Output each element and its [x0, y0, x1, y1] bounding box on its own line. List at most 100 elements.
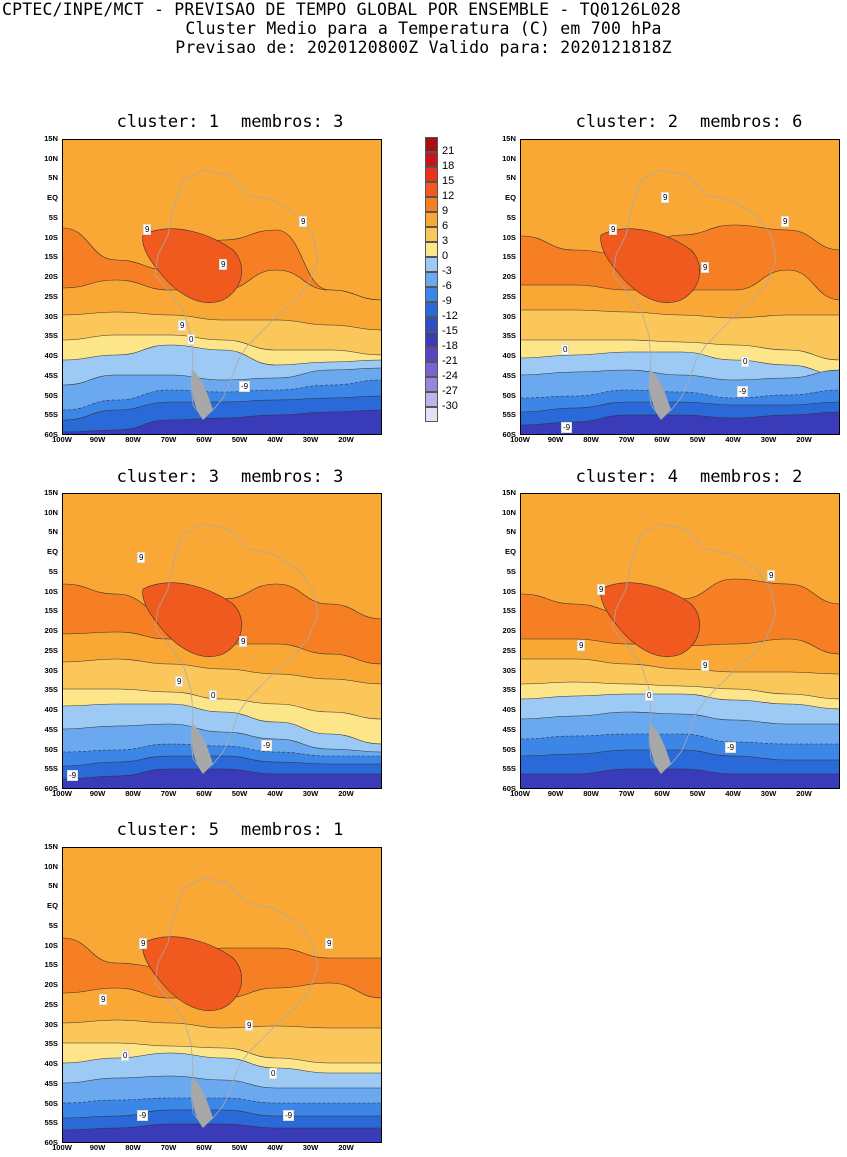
x-tick-label: 90W — [89, 1143, 106, 1152]
contour-line — [521, 693, 839, 710]
y-tick-label: 35S — [502, 331, 516, 341]
panel-title: cluster: 2 membros: 6 — [519, 112, 847, 132]
contour-label: 9 — [701, 262, 710, 273]
contour-label: 0 — [561, 344, 570, 355]
y-tick-label: 45S — [44, 1078, 58, 1088]
temperature-field — [63, 140, 381, 434]
landmass-shading — [649, 724, 671, 774]
y-tick-label: 20S — [502, 626, 516, 636]
x-tick-label: 60W — [654, 789, 670, 798]
y-tick-label: 20S — [44, 272, 58, 282]
y-tick-label: 30S — [44, 311, 58, 321]
x-tick-label: 50W — [689, 789, 706, 798]
x-tick-label: 70W — [618, 435, 635, 444]
map-plot: 9 9 9 9 0 -9 — [62, 139, 382, 435]
y-tick-label: 40S — [44, 351, 58, 361]
x-tick-label: 90W — [89, 789, 106, 798]
contour-line — [63, 937, 381, 969]
x-tick-label: 30W — [760, 789, 777, 798]
cluster-label: cluster: 4 — [575, 467, 678, 487]
members-label: membros: 6 — [700, 112, 803, 132]
y-tick-label: 45S — [44, 724, 58, 734]
legend-label: 12 — [442, 190, 455, 202]
contour-label: 9 — [139, 938, 148, 949]
warm-region — [600, 582, 700, 657]
contour-line — [63, 1052, 381, 1074]
legend-swatch — [425, 227, 438, 242]
contour-line — [521, 401, 839, 413]
y-tick-label: 15N — [502, 134, 516, 143]
contour-label: -9 — [137, 1110, 149, 1121]
legend-swatch — [425, 302, 438, 317]
y-tick-label: 5S — [506, 566, 516, 576]
legend-swatch — [425, 317, 438, 332]
panel-title: cluster: 4 membros: 2 — [519, 467, 847, 487]
members-label: membros: 3 — [241, 467, 344, 487]
legend-label: 15 — [442, 175, 455, 187]
contour-line — [63, 1097, 381, 1104]
y-tick-label: 10S — [502, 586, 516, 596]
legend-label: 3 — [442, 235, 449, 247]
legend-swatch — [425, 197, 438, 212]
x-tick-label: 70W — [618, 789, 635, 798]
y-tick-label: 60S — [44, 784, 58, 793]
y-tick-label: 55S — [44, 1118, 58, 1128]
x-tick-label: 30W — [302, 1143, 319, 1152]
x-tick-label: 60W — [654, 435, 670, 444]
x-tick-label: 100W — [52, 789, 72, 798]
x-tick-label: 20W — [796, 789, 812, 798]
cluster-label: cluster: 2 — [575, 112, 678, 132]
contour-line — [63, 395, 381, 421]
legend-label: 9 — [442, 205, 449, 217]
x-tick-label: 70W — [160, 1143, 177, 1152]
coastline — [154, 169, 319, 419]
legend-label: -18 — [442, 340, 458, 352]
x-tick-label: 70W — [160, 435, 177, 444]
y-tick-label: 35S — [44, 685, 58, 695]
legend-label: 6 — [442, 220, 449, 232]
x-tick-label: 70W — [160, 789, 177, 798]
legend-swatch — [425, 362, 438, 377]
contour-line — [63, 1123, 381, 1131]
y-tick-label: 5N — [48, 527, 58, 537]
contour-label: -9 — [283, 1110, 295, 1121]
y-tick-label: 15N — [502, 488, 516, 497]
contour-label: 9 — [219, 259, 228, 270]
panel-title: cluster: 3 membros: 3 — [60, 467, 400, 487]
y-tick-label: 25S — [502, 645, 516, 655]
legend-label: -30 — [442, 400, 458, 412]
figure-header: CPTEC/INPE/MCT - PREVISAO DE TEMPO GLOBA… — [0, 0, 847, 57]
y-tick-label: 15S — [44, 252, 58, 262]
y-tick-label: 35S — [502, 685, 516, 695]
contour-line — [63, 658, 381, 685]
y-tick-label: 40S — [502, 351, 516, 361]
contour-label: -9 — [737, 386, 749, 397]
legend-label: 21 — [442, 145, 455, 157]
contour-line — [63, 1042, 381, 1064]
y-tick-label: 45S — [502, 370, 516, 380]
y-tick-label: 15N — [44, 842, 58, 851]
y-tick-label: EQ — [47, 547, 58, 557]
x-tick-label: 80W — [583, 435, 599, 444]
y-tick-label: 10S — [44, 232, 58, 242]
y-tick-label: EQ — [47, 193, 58, 203]
y-tick-label: 15S — [502, 606, 516, 616]
contour-line — [63, 723, 381, 753]
contour-label: 9 — [609, 224, 618, 235]
contour-line — [521, 749, 839, 761]
band-fill — [521, 412, 839, 434]
contour-label: 9 — [143, 224, 152, 235]
x-tick-label: 20W — [338, 1143, 354, 1152]
y-tick-label: 5N — [506, 173, 516, 183]
contour-label: 9 — [137, 552, 146, 563]
contour-label: -9 — [239, 381, 251, 392]
y-tick-label: 10N — [44, 507, 58, 517]
x-tick-label: 80W — [583, 789, 599, 798]
y-tick-label: 15S — [44, 606, 58, 616]
legend-swatch — [425, 152, 438, 167]
contour-line — [521, 681, 839, 700]
contour-line — [521, 224, 839, 256]
legend-swatch — [425, 212, 438, 227]
cluster-label: cluster: 1 — [116, 112, 219, 132]
x-tick-label: 100W — [510, 789, 530, 798]
